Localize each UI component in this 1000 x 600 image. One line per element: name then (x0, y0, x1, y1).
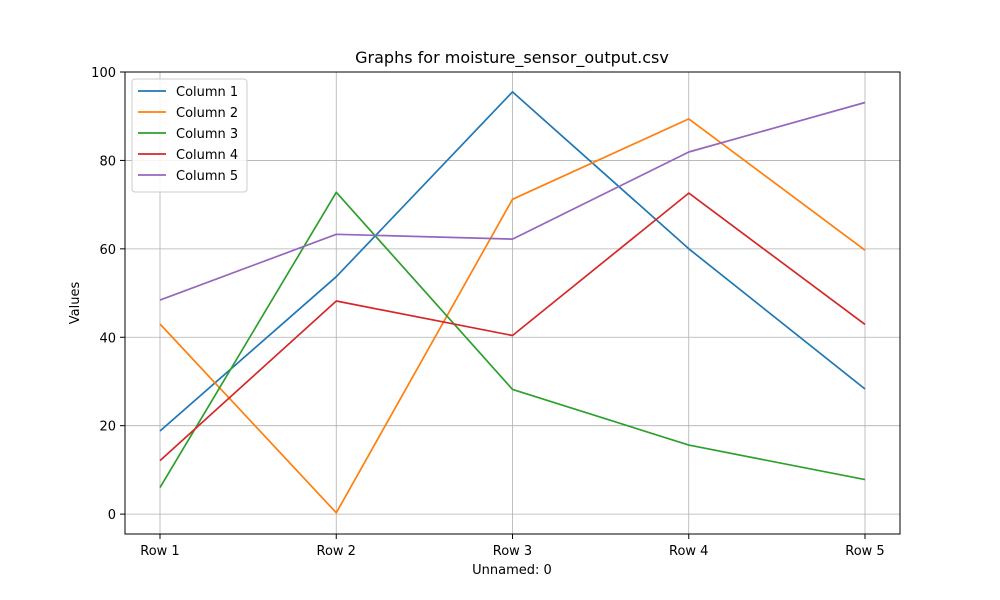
y-tick-label: 0 (108, 508, 116, 523)
series-line-1 (159, 91, 866, 432)
x-tick-label: Row 4 (669, 544, 708, 559)
y-tick-label: 100 (91, 66, 116, 81)
legend-label: Column 5 (176, 169, 238, 184)
x-tick-label: Row 3 (493, 544, 532, 559)
legend: Column 1 Column 2 Column 3 Column 4 Column 5 (131, 78, 248, 193)
plot-area (124, 71, 901, 535)
series-line-2 (159, 118, 866, 514)
y-tick-label: 80 (99, 154, 116, 169)
legend-box (131, 78, 248, 193)
legend-label: Column 4 (176, 148, 238, 163)
series-lines (159, 91, 866, 514)
y-axis-ticks: 0 20 40 60 80 100 (91, 66, 125, 523)
chart-title: Graphs for moisture_sensor_output.csv (355, 48, 669, 68)
x-tick-label: Row 5 (845, 544, 884, 559)
series-line-5 (159, 101, 866, 301)
series-line-4 (159, 192, 866, 462)
y-tick-label: 20 (99, 420, 116, 435)
legend-label: Column 3 (176, 127, 238, 142)
legend-label: Column 2 (176, 106, 238, 121)
x-axis-ticks: Row 1 Row 2 Row 3 Row 4 Row 5 (140, 534, 885, 559)
x-axis-title: Unnamed: 0 (472, 563, 552, 578)
series-line-3 (159, 191, 866, 489)
x-tick-label: Row 2 (317, 544, 356, 559)
y-tick-label: 40 (99, 331, 116, 346)
y-axis-title: Values (68, 282, 83, 325)
y-tick-label: 60 (99, 243, 116, 258)
legend-label: Column 1 (176, 85, 238, 100)
x-tick-label: Row 1 (140, 544, 179, 559)
